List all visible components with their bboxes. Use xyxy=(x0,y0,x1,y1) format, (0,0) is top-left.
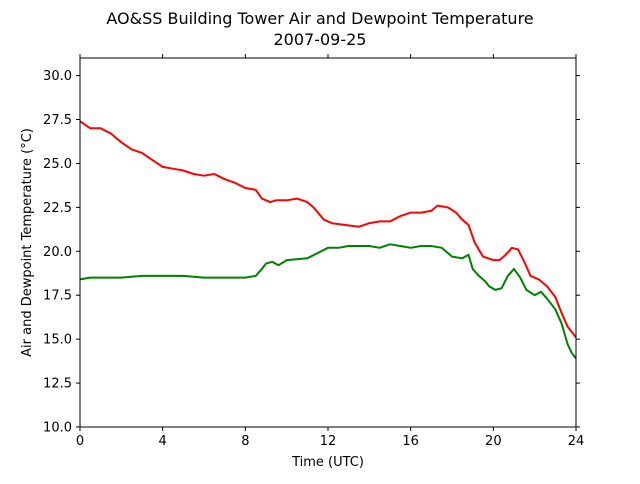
x-tick-label-6: 24 xyxy=(568,434,585,449)
series-layer xyxy=(79,120,577,360)
y-tick-label-3: 17.5 xyxy=(43,289,72,304)
x-tick-label-4: 16 xyxy=(402,434,419,449)
chart-title: AO&SS Building Tower Air and Dewpoint Te… xyxy=(106,9,533,28)
y-tick-label-4: 20.0 xyxy=(43,245,72,260)
y-tick-label-0: 10.0 xyxy=(43,421,72,436)
y-tick-label-1: 12.5 xyxy=(43,377,72,392)
y-tick-label-8: 30.0 xyxy=(43,69,72,84)
x-tick-label-3: 12 xyxy=(320,434,337,449)
x-tick-label-2: 8 xyxy=(241,434,249,449)
x-tick-label-5: 20 xyxy=(485,434,502,449)
x-tick-label-0: 0 xyxy=(76,434,84,449)
y-axis-label: Air and Dewpoint Temperature (°C) xyxy=(20,128,35,357)
series-line-0 xyxy=(79,120,577,339)
y-tick-label-6: 25.0 xyxy=(43,157,72,172)
plot-frame xyxy=(79,57,577,428)
tick-layer: 0 4 8 12 16 20 24 10.0 12.5 15.0 17.5 20.0 22.5 25.0 2… xyxy=(43,54,584,449)
y-tick-label-5: 22.5 xyxy=(43,201,72,216)
series-line-1 xyxy=(79,243,577,360)
x-axis-label: Time (UTC) xyxy=(291,455,364,470)
chart-subtitle: 2007-09-25 xyxy=(274,30,367,49)
y-tick-label-2: 15.0 xyxy=(43,333,72,348)
x-tick-label-1: 4 xyxy=(159,434,167,449)
y-tick-label-7: 27.5 xyxy=(43,113,72,128)
